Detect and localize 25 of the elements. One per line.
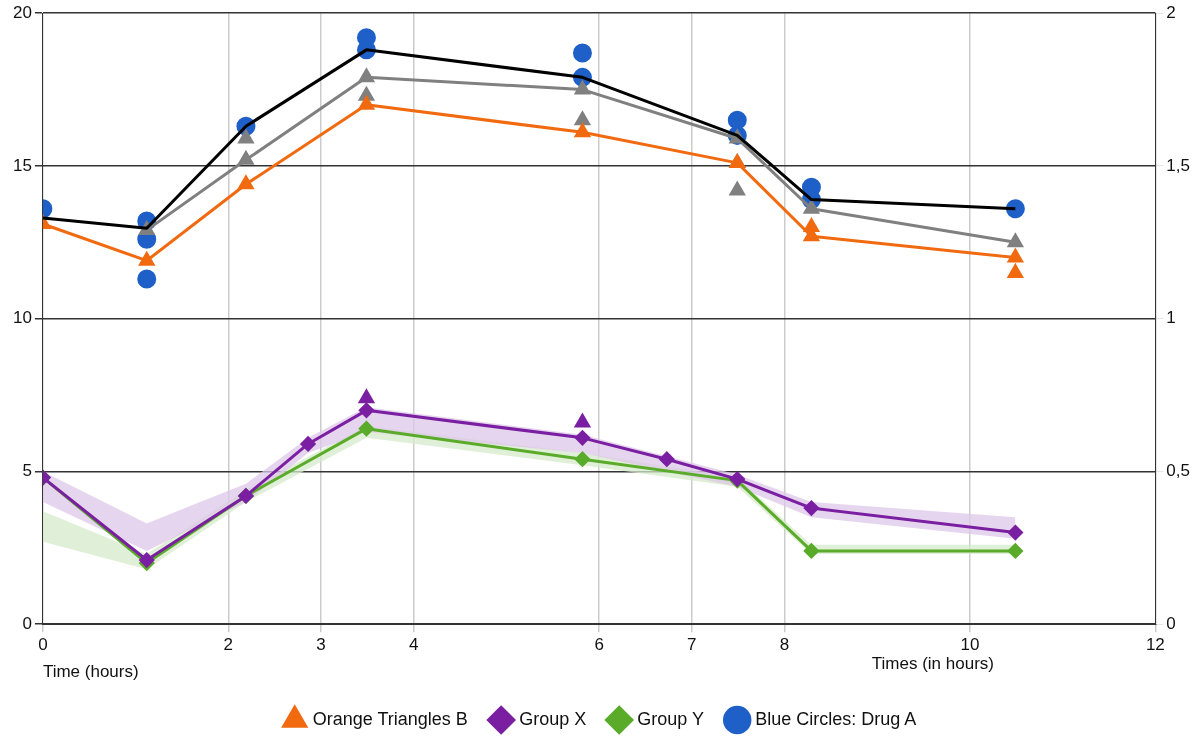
x-tick-label: 10 (960, 635, 980, 655)
y2-tick-label: 1,5 (1166, 155, 1191, 175)
x-tick-label: 12 (1145, 635, 1165, 655)
x-tick-label: 2 (223, 635, 234, 655)
x-tick-label: 8 (779, 635, 790, 655)
y-tick-label: 10 (12, 308, 32, 328)
y-tick-label: 20 (12, 2, 32, 22)
y-tick-label: 15 (12, 155, 32, 175)
y-tick-label: 5 (22, 461, 32, 481)
y-tick-label: 0 (22, 613, 32, 633)
x-tick-label: 7 (687, 635, 697, 655)
x-axis-title: Time (hours) (42, 662, 139, 682)
legend-label: Group Y (637, 708, 704, 729)
x-tick-label: 4 (408, 635, 419, 655)
x-tick-label: 0 (38, 635, 48, 655)
legend-label: Group X (519, 708, 587, 729)
y2-tick-label: 2 (1166, 2, 1176, 22)
text: Times (in hours) (871, 654, 994, 674)
y2-tick-label: 0 (1166, 613, 1176, 633)
y2-tick-label: 1 (1166, 308, 1176, 328)
x-tick-label: 6 (594, 635, 604, 655)
legend-label: Blue Circles: Drug A (755, 708, 917, 729)
x-tick-label: 3 (316, 635, 326, 655)
y2-tick-label: 0,5 (1166, 461, 1191, 481)
legend-label: Orange Triangles B (312, 708, 468, 729)
